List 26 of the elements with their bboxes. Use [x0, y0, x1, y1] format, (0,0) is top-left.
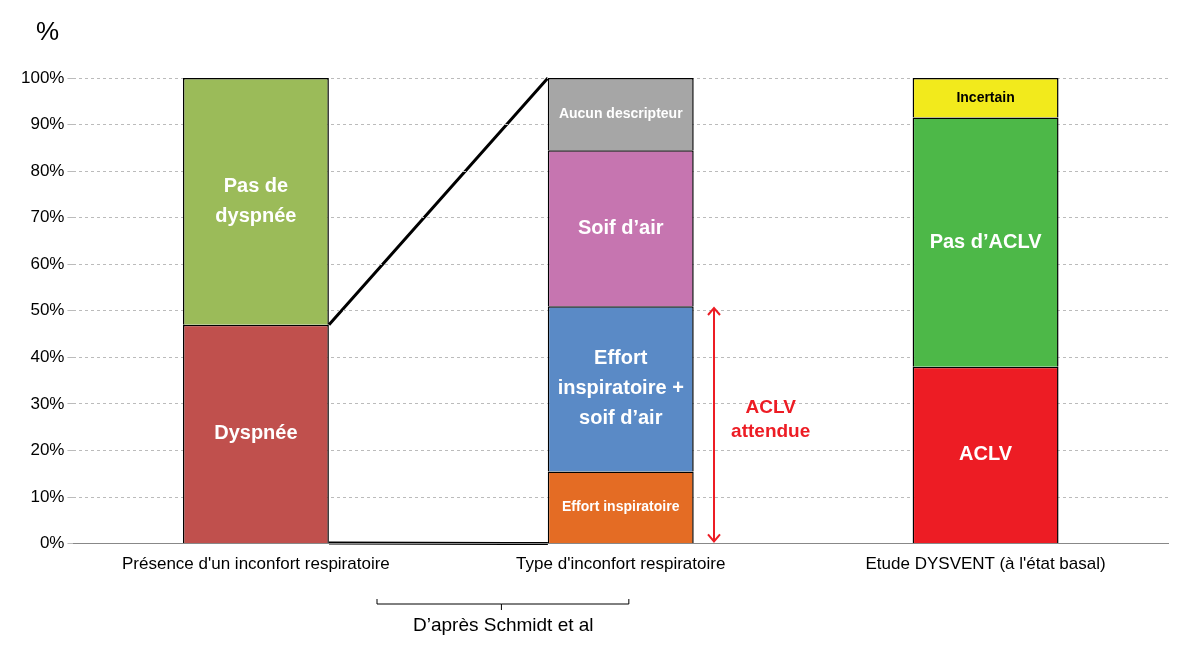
x-tick-label: Présence d'un inconfort respiratoire — [121, 554, 390, 574]
x-tick-label: Type d'inconfort respiratoire — [516, 554, 726, 574]
y-tick-label: 40% — [30, 347, 65, 367]
series-label: Effort inspiratoire — [562, 498, 680, 515]
x-tick-label: Etude DYSVENT (à l'état basal) — [865, 554, 1106, 574]
y-tick-label: 70% — [30, 207, 65, 227]
series-label: Incertain — [956, 88, 1015, 105]
y-axis-title: % — [36, 16, 60, 47]
y-tick-label: 20% — [30, 440, 65, 460]
y-tick-label: 90% — [30, 114, 65, 134]
series-label: ACLV — [959, 442, 1013, 465]
annotation: ACLV attendue — [730, 394, 812, 443]
y-tick-label: 30% — [30, 393, 65, 413]
y-tick-label: 100% — [21, 67, 65, 87]
series-label: Dyspnée — [214, 421, 298, 444]
series-label: Pas de dyspnée — [215, 173, 297, 226]
series-label: Soif d’air — [577, 215, 664, 238]
y-tick-label: 80% — [30, 160, 65, 180]
y-tick-label: 60% — [30, 253, 65, 273]
y-tick-label: 50% — [30, 300, 65, 320]
series-label: Aucun descripteur — [558, 104, 684, 121]
y-tick-label: 10% — [30, 486, 65, 506]
y-tick-label: 0% — [39, 533, 65, 553]
series-label: Pas d’ACLV — [929, 229, 1043, 252]
series-label: Effort inspiratoire + soif d’air — [557, 346, 684, 429]
text: D’après Schmidt et al — [412, 614, 595, 636]
